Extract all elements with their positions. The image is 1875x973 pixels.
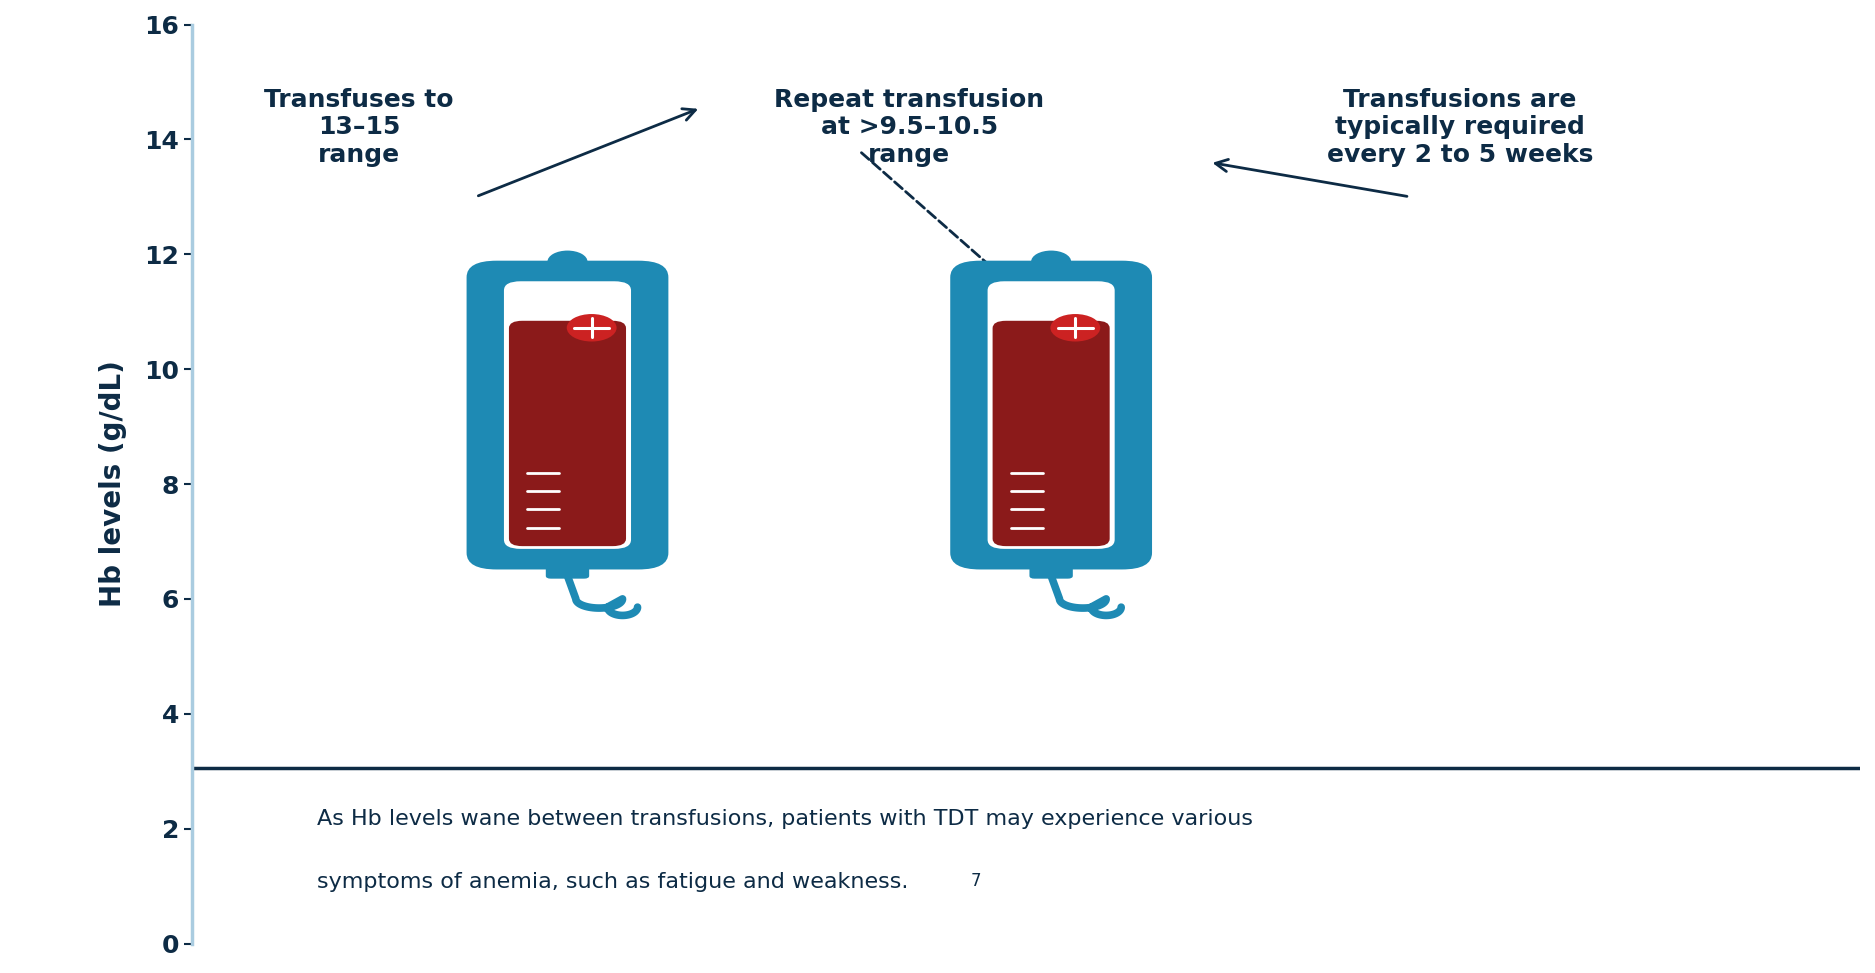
Text: Transfuses to
13–15
range: Transfuses to 13–15 range [264,88,454,167]
Circle shape [548,251,587,272]
FancyBboxPatch shape [508,321,626,546]
Y-axis label: Hb levels (g/dL): Hb levels (g/dL) [99,361,128,607]
Text: 7: 7 [971,872,982,889]
FancyBboxPatch shape [992,321,1110,546]
FancyBboxPatch shape [467,261,668,569]
FancyBboxPatch shape [546,546,589,579]
FancyBboxPatch shape [951,261,1151,569]
Text: symptoms of anemia, such as fatigue and weakness.: symptoms of anemia, such as fatigue and … [317,872,909,891]
Text: Repeat transfusion
at >9.5–10.5
range: Repeat transfusion at >9.5–10.5 range [774,88,1044,167]
FancyBboxPatch shape [1029,546,1072,579]
Text: Transfusions are
typically required
every 2 to 5 weeks: Transfusions are typically required ever… [1326,88,1594,167]
Text: As Hb levels wane between transfusions, patients with TDT may experience various: As Hb levels wane between transfusions, … [317,809,1252,829]
FancyBboxPatch shape [504,281,632,549]
Circle shape [1050,314,1101,342]
Circle shape [1031,251,1071,272]
Circle shape [566,314,617,342]
FancyBboxPatch shape [988,281,1114,549]
